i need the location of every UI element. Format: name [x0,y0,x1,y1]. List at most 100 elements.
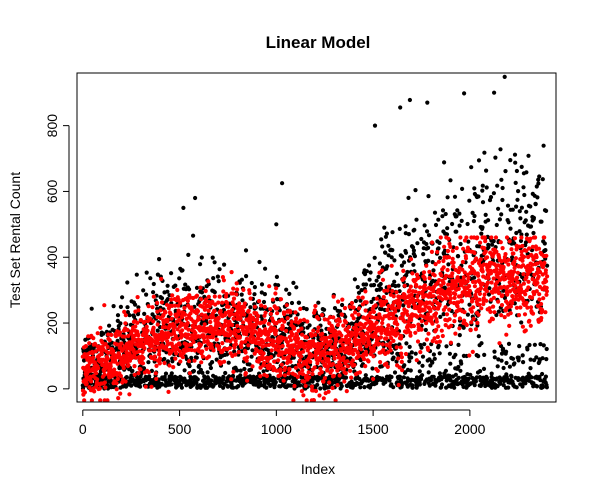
predicted-point [256,359,261,364]
observed-point [448,361,453,366]
predicted-point [107,338,112,343]
predicted-point [329,368,334,373]
observed-point [198,262,203,267]
predicted-point [303,383,308,388]
predicted-point [217,294,222,299]
observed-point [545,263,550,268]
observed-point [274,274,279,279]
predicted-point [358,326,363,331]
observed-point [415,241,420,246]
predicted-point [295,336,301,341]
predicted-point [207,304,212,309]
predicted-point [194,293,200,298]
predicted-point [340,297,345,302]
observed-point [419,236,424,242]
predicted-point [231,316,236,321]
predicted-point [322,376,327,381]
predicted-point [376,341,381,346]
predicted-point [488,309,493,314]
predicted-point [335,383,340,388]
predicted-point [154,363,159,368]
observed-point [382,225,387,230]
predicted-point [512,265,517,271]
predicted-point [273,291,278,296]
predicted-point [526,285,531,290]
observed-point [437,371,442,376]
predicted-point [301,317,307,322]
y-tick-label: 600 [44,180,60,204]
observed-point [159,381,164,387]
predicted-point [343,320,349,325]
predicted-point [229,323,235,328]
predicted-point [331,373,336,379]
predicted-point [437,278,442,283]
predicted-point [369,320,374,325]
predicted-point [144,324,149,329]
predicted-point [316,325,321,330]
observed-point [438,314,443,319]
observed-point [426,370,431,375]
predicted-point [278,367,283,372]
predicted-point [150,343,155,348]
observed-point [391,355,396,360]
predicted-point [136,333,141,338]
predicted-point [356,353,361,358]
predicted-point [519,249,524,254]
predicted-point [222,359,227,364]
observed-point [540,177,545,182]
observed-point [432,356,437,361]
predicted-point [216,316,221,321]
predicted-point [415,294,420,299]
predicted-point [466,275,471,281]
observed-point [499,212,504,217]
observed-point [124,375,129,380]
observed-point [440,208,446,213]
predicted-point [96,366,101,371]
predicted-point [471,316,476,321]
predicted-point [221,278,226,283]
y-tick-label: 0 [44,385,60,393]
predicted-point [260,340,266,345]
predicted-point [544,279,549,284]
predicted-point [199,297,204,302]
observed-point [165,359,171,364]
predicted-point [478,240,483,245]
predicted-point [246,343,251,348]
predicted-point [189,347,194,353]
observed-point [459,361,464,366]
observed-point [231,385,236,390]
observed-point [472,186,477,191]
predicted-point [113,334,118,339]
observed-point [186,252,191,257]
predicted-point [265,358,270,363]
predicted-point [469,309,474,314]
predicted-point [282,311,287,317]
predicted-point [122,334,127,339]
predicted-point [287,366,292,371]
predicted-point [346,324,351,330]
predicted-point [186,332,191,337]
predicted-point [161,321,166,326]
predicted-point [200,354,206,359]
predicted-point [354,331,359,336]
observed-point [518,216,523,221]
observed-point [222,262,227,267]
observed-point [236,384,241,389]
predicted-point [462,310,467,315]
observed-point [401,303,406,308]
predicted-point [460,267,465,272]
predicted-point [353,310,358,315]
predicted-point [477,302,482,307]
predicted-point [394,326,399,331]
predicted-point [467,284,472,289]
predicted-point [143,384,148,389]
predicted-point [521,281,527,286]
predicted-point [493,285,498,290]
predicted-point [91,355,96,360]
observed-point [527,342,532,348]
observed-point [495,364,500,369]
predicted-point [109,332,114,337]
predicted-point [533,235,538,240]
predicted-point [301,349,306,354]
predicted-point [184,344,189,349]
